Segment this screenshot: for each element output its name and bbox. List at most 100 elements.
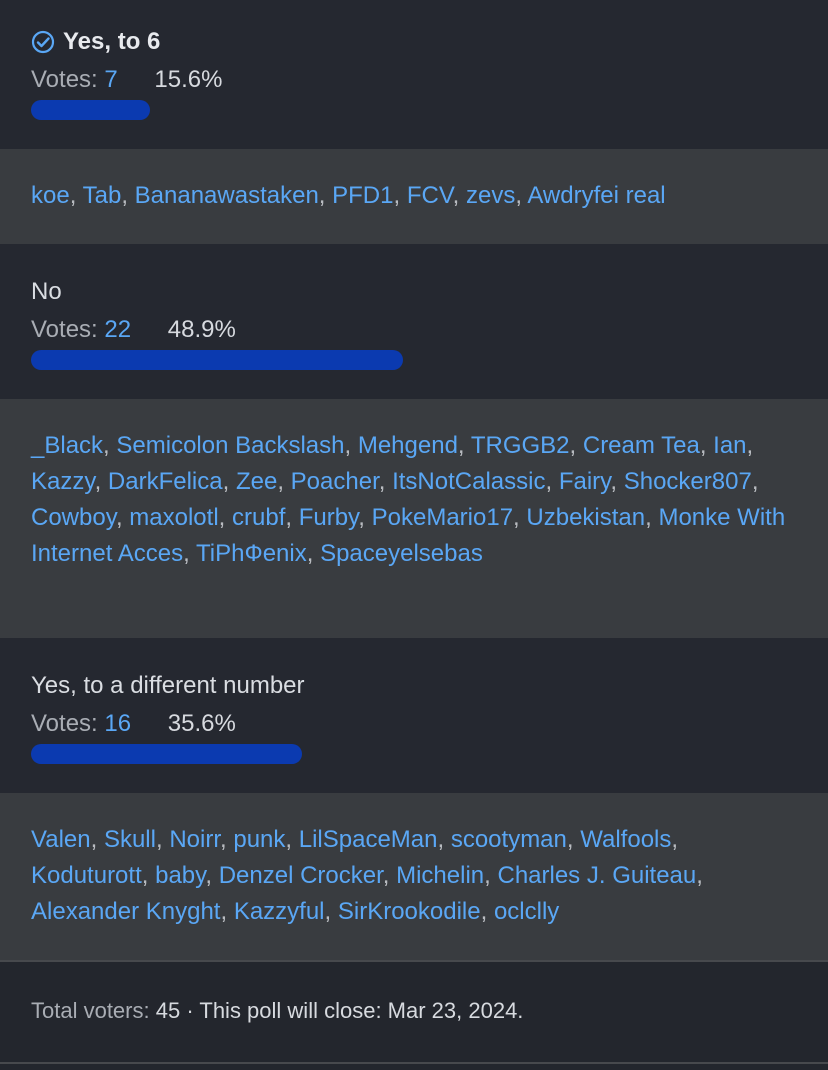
- votes-percent: 48.9%: [167, 316, 236, 343]
- votes-count-link[interactable]: 7: [104, 66, 118, 93]
- poll-option-label: Yes, to 6: [31, 28, 797, 56]
- voter-separator: ,: [220, 826, 234, 853]
- voter-separator: ,: [393, 182, 407, 209]
- votes-count-link[interactable]: 22: [104, 316, 132, 343]
- voter-separator: ,: [285, 826, 299, 853]
- voter-separator: ,: [94, 468, 108, 495]
- voter-link[interactable]: zevs: [465, 182, 516, 209]
- voter-link[interactable]: Skull: [103, 826, 156, 853]
- voter-separator: ,: [115, 504, 130, 531]
- voter-link[interactable]: ItsNotCalassic: [392, 468, 546, 495]
- voter-link[interactable]: Kazzyful: [233, 898, 325, 925]
- voter-link[interactable]: Shocker807: [623, 468, 752, 495]
- voter-link[interactable]: baby: [155, 862, 206, 889]
- voter-separator: ,: [205, 862, 219, 889]
- voter-link[interactable]: Tab: [82, 182, 122, 209]
- voter-separator: ,: [69, 182, 83, 209]
- poll-option-3: Yes, to a different number Votes: 16 35.…: [0, 638, 828, 793]
- voter-link[interactable]: scootyman: [450, 826, 567, 853]
- votes-label: Votes:: [31, 66, 98, 93]
- votes-line: Votes: 22 48.9%: [31, 316, 797, 344]
- voter-link[interactable]: Noirr: [169, 826, 220, 853]
- voter-separator: ,: [222, 468, 236, 495]
- votes-percent: 15.6%: [154, 66, 223, 93]
- voter-separator: ,: [457, 432, 471, 459]
- voter-separator: ,: [545, 468, 559, 495]
- option-text: Yes, to 6: [63, 28, 161, 55]
- voter-link[interactable]: punk: [233, 826, 286, 853]
- voter-separator: ,: [382, 862, 397, 889]
- poll-option-label: No: [31, 278, 797, 306]
- voter-separator: ,: [484, 862, 498, 889]
- voter-link[interactable]: Koduturott: [31, 862, 142, 889]
- voter-separator: ,: [452, 182, 466, 209]
- voter-link[interactable]: Alexander Knyght: [31, 898, 221, 925]
- voter-link[interactable]: TRGGB2: [470, 432, 570, 459]
- voter-link[interactable]: LilSpaceMan: [298, 826, 438, 853]
- voter-separator: ,: [318, 182, 333, 209]
- votes-percent: 35.6%: [167, 710, 236, 737]
- poll-option-2: No Votes: 22 48.9%: [0, 244, 828, 399]
- voter-link[interactable]: Michelin: [396, 862, 485, 889]
- voter-link[interactable]: Uzbekistan: [526, 504, 646, 531]
- voter-link[interactable]: DarkFelica: [107, 468, 223, 495]
- voter-separator: ,: [566, 826, 581, 853]
- option-text: Yes, to a different number: [31, 672, 305, 699]
- voter-separator: ,: [699, 432, 714, 459]
- voter-separator: ,: [513, 504, 527, 531]
- votes-count-link[interactable]: 16: [104, 710, 132, 737]
- voter-link[interactable]: Mehgend: [357, 432, 458, 459]
- voter-link[interactable]: SirKrookodile: [337, 898, 481, 925]
- voter-list: Valen, Skull, Noirr, punk, LilSpaceMan, …: [0, 793, 828, 960]
- voter-link[interactable]: Valen: [31, 826, 91, 853]
- voter-link[interactable]: PokeMario17: [371, 504, 514, 531]
- voter-separator: ,: [358, 504, 372, 531]
- option-text: No: [31, 278, 62, 305]
- voter-separator: ,: [480, 898, 494, 925]
- voter-link[interactable]: Cream Tea: [582, 432, 700, 459]
- voter-link[interactable]: crubf: [232, 504, 286, 531]
- voter-link[interactable]: Semicolon Backslash: [116, 432, 345, 459]
- voter-link[interactable]: Monke With Internet Acces: [31, 504, 786, 567]
- voter-link[interactable]: Furby: [298, 504, 359, 531]
- voter-link[interactable]: koe: [31, 182, 70, 209]
- voter-separator: ,: [277, 468, 291, 495]
- voter-link[interactable]: FCV: [406, 182, 453, 209]
- voter-separator: ,: [155, 826, 170, 853]
- votes-label: Votes:: [31, 710, 98, 737]
- voter-separator: ,: [645, 504, 659, 531]
- voter-separator: ,: [344, 432, 358, 459]
- voter-link[interactable]: Zee: [235, 468, 278, 495]
- check-circle-icon: [31, 30, 55, 54]
- voter-separator: ,: [378, 468, 393, 495]
- voter-separator: ,: [746, 432, 754, 459]
- voter-link[interactable]: Walfools: [580, 826, 672, 853]
- voter-link[interactable]: Fairy: [558, 468, 611, 495]
- vote-bar: [31, 744, 791, 764]
- voter-list: koe, Tab, Bananawastaken, PFD1, FCV, zev…: [0, 149, 828, 244]
- voter-link[interactable]: TiPhФenix: [196, 540, 307, 567]
- voter-link[interactable]: Spaceyelsebas: [320, 540, 483, 567]
- voter-separator: ,: [569, 432, 583, 459]
- voter-link[interactable]: Charles J. Guiteau: [497, 862, 697, 889]
- voter-separator: ,: [220, 898, 234, 925]
- voter-link[interactable]: Kazzy: [31, 468, 95, 495]
- votes-label: Votes:: [31, 316, 98, 343]
- voter-link[interactable]: Denzel Crocker: [218, 862, 383, 889]
- voter-link[interactable]: _Black: [31, 432, 104, 459]
- total-voters-count: 45: [155, 998, 181, 1023]
- voter-link[interactable]: maxolotl: [129, 504, 219, 531]
- vote-bar-fill: [31, 744, 302, 764]
- voter-link[interactable]: Bananawastaken: [134, 182, 319, 209]
- poll-close-text: · This poll will close: Mar 23, 2024.: [186, 998, 524, 1023]
- voter-separator: ,: [437, 826, 451, 853]
- voter-link[interactable]: Cowboy: [31, 504, 116, 531]
- voter-separator: ,: [324, 898, 338, 925]
- voter-link[interactable]: Ian: [713, 432, 747, 459]
- voter-separator: ,: [103, 432, 117, 459]
- voter-separator: ,: [90, 826, 104, 853]
- voter-link[interactable]: oclclly: [493, 898, 560, 925]
- voter-link[interactable]: PFD1: [332, 182, 394, 209]
- voter-link[interactable]: Awdryfei real: [527, 182, 666, 209]
- voter-link[interactable]: Poacher: [290, 468, 379, 495]
